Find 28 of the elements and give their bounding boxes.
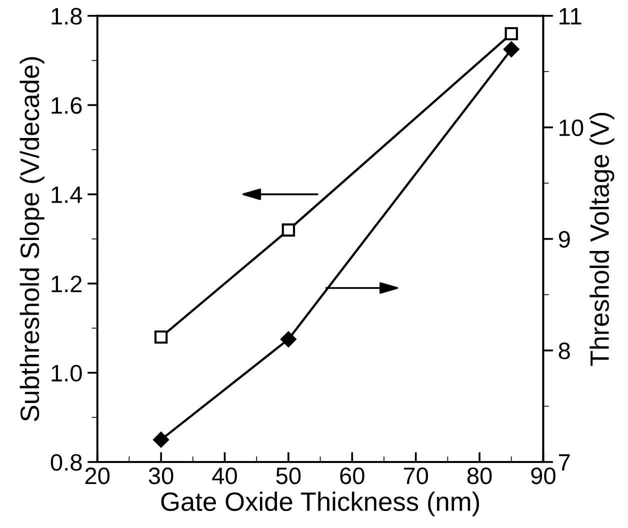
y2-tick-label: 8 xyxy=(558,342,570,360)
y-tick-label: 1.6 xyxy=(52,97,82,114)
y-tick-label: 1.0 xyxy=(52,364,82,382)
x-tick-label: 50 xyxy=(276,467,301,484)
y-tick-label: 1.2 xyxy=(52,276,82,292)
y-tick-label: 1.4 xyxy=(52,186,82,203)
x-tick-label: 90 xyxy=(531,467,556,484)
x-tick-label: 70 xyxy=(404,467,428,484)
x-tick-label: 40 xyxy=(212,467,237,484)
y2-tick-label: 9 xyxy=(558,230,570,248)
point xyxy=(504,27,518,40)
point xyxy=(280,331,296,348)
y-axis-title: Subthreshold Slope (V/decade) xyxy=(20,57,44,422)
point xyxy=(154,330,168,344)
x-tick-label: 20 xyxy=(85,467,110,484)
y2-tick-label: 10 xyxy=(560,119,584,136)
y2-tick-label: 11 xyxy=(560,8,582,24)
x-tick-label: 60 xyxy=(340,467,364,484)
y2-tick-label: 7 xyxy=(559,454,570,471)
point xyxy=(503,41,520,58)
y-tick-label: 1.8 xyxy=(52,8,82,25)
point xyxy=(282,223,296,237)
y-tick-label: 0.8 xyxy=(50,454,82,471)
x-axis-title: Gate Oxide Thickness (nm) xyxy=(161,492,479,516)
x-tick-label: 80 xyxy=(467,467,492,484)
y2-axis-title: Threshold Voltage (V) xyxy=(590,112,614,366)
point xyxy=(153,432,169,448)
x-tick-label: 30 xyxy=(148,467,174,484)
